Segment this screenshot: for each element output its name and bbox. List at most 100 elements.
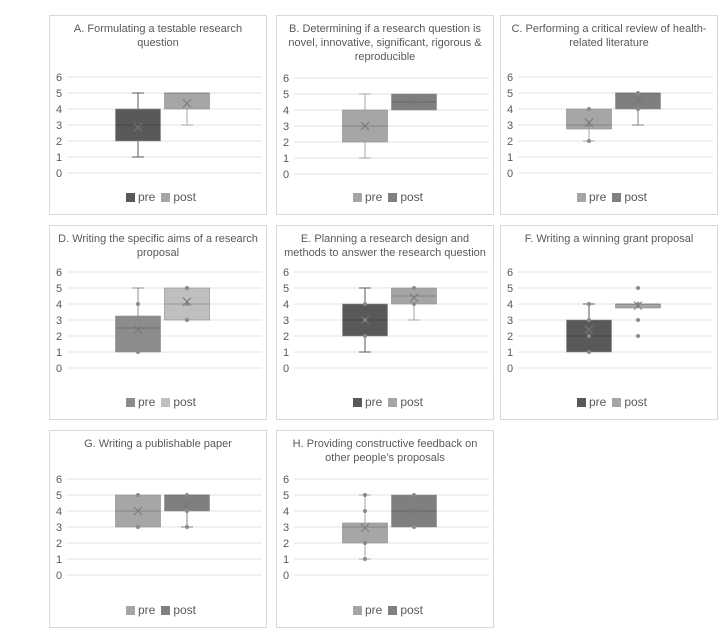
box-pre: [115, 92, 161, 158]
mean-marker: [360, 523, 370, 533]
chart-title: B. Determining if a research question is…: [288, 23, 482, 63]
box-iqr: [342, 522, 388, 544]
box-post: [164, 286, 210, 322]
box-post: [391, 493, 437, 529]
y-tick-label: 0: [507, 168, 513, 180]
y-tick-label: 4: [56, 299, 62, 311]
y-tick-label: 6: [283, 267, 289, 279]
data-point: [185, 509, 189, 513]
y-tick-label: 4: [283, 506, 289, 518]
y-tick-label: 6: [56, 72, 62, 84]
box-post: [164, 92, 210, 126]
y-tick-label: 0: [283, 169, 289, 181]
y-tick-label: 4: [507, 104, 513, 116]
y-tick-label: 0: [56, 168, 62, 180]
chart-panel: B. Determining if a research question is…: [276, 15, 494, 215]
box-pre: [342, 493, 388, 561]
chart-panel: D. Writing the specific aims of a resear…: [49, 225, 267, 420]
y-tick-label: 3: [56, 522, 62, 534]
chart-panel: E. Planning a research design and method…: [276, 225, 494, 420]
data-point: [363, 509, 367, 513]
box-pre: [115, 287, 161, 354]
y-tick-label: 1: [507, 152, 513, 164]
mean-marker: [409, 97, 419, 107]
y-tick-label: 1: [507, 347, 513, 359]
box-post: [391, 93, 437, 111]
data-point: [636, 91, 640, 95]
chart-panel: A. Formulating a testable research quest…: [49, 15, 267, 215]
y-tick-label: 1: [56, 347, 62, 359]
data-point: [185, 525, 189, 529]
box-plot: 0 1 2 3 4 5 6: [283, 267, 489, 375]
legend-label: post: [624, 395, 648, 409]
legend-label: pre: [364, 603, 383, 617]
y-tick-label: 5: [56, 88, 62, 100]
chart-title: H. Providing constructive feedback on ot…: [292, 438, 478, 464]
mean-marker: [633, 301, 643, 310]
y-tick-label: 3: [56, 315, 62, 327]
mean-marker: [182, 297, 192, 306]
box-pre: [566, 107, 612, 143]
y-tick-label: 2: [283, 137, 289, 149]
box-iqr: [115, 108, 161, 142]
box-iqr: [342, 109, 388, 143]
legend-swatch: [388, 606, 398, 615]
legend-label: pre: [137, 190, 156, 204]
legend: pre post: [50, 190, 266, 204]
box-iqr: [164, 494, 210, 512]
mean-marker: [584, 325, 594, 334]
data-point: [412, 493, 416, 497]
data-point: [636, 318, 640, 322]
legend-swatch: [576, 193, 586, 202]
y-tick-label: 2: [507, 136, 513, 148]
y-tick-label: 4: [283, 105, 289, 117]
y-tick-label: 2: [283, 331, 289, 343]
legend: pre post: [277, 190, 493, 204]
box-post: [391, 286, 437, 321]
box-pre: [115, 493, 161, 529]
chart-title: A. Formulating a testable research quest…: [73, 23, 243, 49]
chart-title: F. Writing a winning grant proposal: [524, 233, 694, 245]
legend-label: post: [400, 603, 424, 617]
mean-marker: [584, 118, 594, 127]
legend: pre post: [50, 603, 266, 617]
legend-label: post: [173, 190, 197, 204]
box-post: [164, 493, 210, 529]
data-point: [136, 318, 140, 322]
y-tick-label: 6: [56, 267, 62, 279]
legend-swatch: [161, 606, 171, 615]
data-point: [412, 286, 416, 290]
y-tick-label: 4: [56, 104, 62, 116]
data-point: [136, 525, 140, 529]
data-point: [185, 493, 189, 497]
box-plot: 0 1 2 3 4 5 6: [507, 72, 713, 180]
legend: pre post: [50, 395, 266, 409]
chart-panel: F. Writing a winning grant proposal 0 1 2 3 4…: [500, 225, 718, 420]
legend-swatch: [612, 193, 622, 202]
box-plot: 0 1 2 3 4 5 6: [283, 73, 489, 181]
data-point: [185, 318, 189, 322]
y-tick-label: 0: [283, 363, 289, 375]
legend-label: post: [624, 190, 648, 204]
box-post: [615, 286, 661, 338]
mean-marker: [182, 99, 192, 108]
data-point: [363, 493, 367, 497]
y-tick-label: 6: [507, 72, 513, 84]
legend-label: pre: [588, 395, 607, 409]
data-point: [136, 350, 140, 354]
data-point: [587, 302, 591, 306]
legend-swatch: [125, 193, 135, 202]
legend-swatch: [388, 193, 398, 202]
box-pre: [342, 93, 388, 159]
y-tick-label: 6: [507, 267, 513, 279]
data-point: [363, 302, 367, 306]
y-tick-label: 5: [56, 283, 62, 295]
legend-swatch: [612, 398, 622, 407]
legend-label: pre: [364, 395, 383, 409]
data-point: [636, 334, 640, 338]
legend: pre post: [501, 395, 717, 409]
y-tick-label: 3: [283, 121, 289, 133]
y-tick-label: 1: [56, 152, 62, 164]
chart-panel: H. Providing constructive feedback on ot…: [276, 430, 494, 628]
